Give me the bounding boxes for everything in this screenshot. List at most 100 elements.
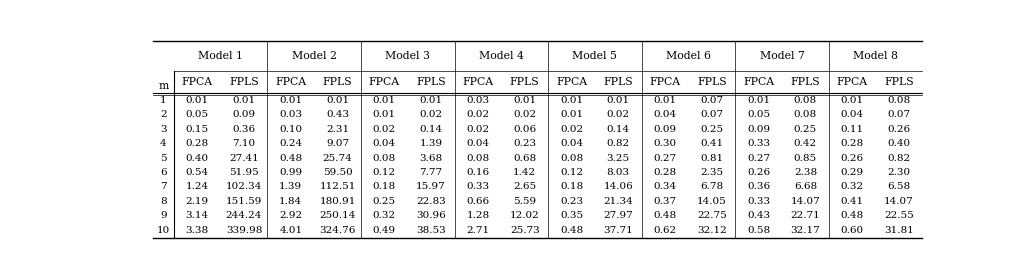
Text: 324.76: 324.76 <box>319 226 356 235</box>
Text: 0.26: 0.26 <box>841 153 864 162</box>
Text: 0.01: 0.01 <box>747 96 770 105</box>
Text: 0.48: 0.48 <box>280 153 302 162</box>
Text: 2.19: 2.19 <box>186 197 208 206</box>
Text: 1.84: 1.84 <box>280 197 302 206</box>
Text: 2: 2 <box>160 110 167 119</box>
Text: Model 5: Model 5 <box>573 51 617 61</box>
Text: 112.51: 112.51 <box>319 182 356 192</box>
Text: 9.07: 9.07 <box>326 139 349 148</box>
Text: FPCA: FPCA <box>276 77 307 87</box>
Text: FPLS: FPLS <box>323 77 352 87</box>
Text: 0.48: 0.48 <box>560 226 583 235</box>
Text: 1.39: 1.39 <box>420 139 443 148</box>
Text: 0.27: 0.27 <box>653 153 677 162</box>
Text: 1.39: 1.39 <box>280 182 302 192</box>
Text: 0.01: 0.01 <box>326 96 349 105</box>
Text: 0.34: 0.34 <box>653 182 677 192</box>
Text: 7.10: 7.10 <box>232 139 256 148</box>
Text: 0.25: 0.25 <box>701 125 723 134</box>
Text: 32.17: 32.17 <box>791 226 820 235</box>
Text: 0.24: 0.24 <box>280 139 302 148</box>
Text: 0.04: 0.04 <box>373 139 396 148</box>
Text: 6.68: 6.68 <box>794 182 817 192</box>
Text: 1.24: 1.24 <box>186 182 208 192</box>
Text: 22.71: 22.71 <box>791 211 820 220</box>
Text: 0.26: 0.26 <box>747 168 770 177</box>
Text: 6.78: 6.78 <box>701 182 723 192</box>
Text: 0.09: 0.09 <box>653 125 677 134</box>
Text: 0.40: 0.40 <box>186 153 208 162</box>
Text: 37.71: 37.71 <box>604 226 634 235</box>
Text: 0.29: 0.29 <box>841 168 864 177</box>
Text: 27.97: 27.97 <box>604 211 634 220</box>
Text: 22.55: 22.55 <box>884 211 914 220</box>
Text: 14.07: 14.07 <box>791 197 820 206</box>
Text: 0.82: 0.82 <box>607 139 630 148</box>
Text: m: m <box>158 81 168 91</box>
Text: 31.81: 31.81 <box>884 226 914 235</box>
Text: 0.01: 0.01 <box>560 110 583 119</box>
Text: 0.41: 0.41 <box>841 197 864 206</box>
Text: 0.18: 0.18 <box>560 182 583 192</box>
Text: 0.02: 0.02 <box>466 110 489 119</box>
Text: FPLS: FPLS <box>229 77 259 87</box>
Text: 2.38: 2.38 <box>794 168 817 177</box>
Text: 0.08: 0.08 <box>373 153 396 162</box>
Text: 0.42: 0.42 <box>794 139 817 148</box>
Text: 0.48: 0.48 <box>841 211 864 220</box>
Text: 25.74: 25.74 <box>323 153 352 162</box>
Text: 0.02: 0.02 <box>560 125 583 134</box>
Text: 0.49: 0.49 <box>373 226 396 235</box>
Text: 0.82: 0.82 <box>888 153 910 162</box>
Text: 0.81: 0.81 <box>701 153 723 162</box>
Text: 0.25: 0.25 <box>794 125 817 134</box>
Text: 7.77: 7.77 <box>420 168 443 177</box>
Text: 0.32: 0.32 <box>373 211 396 220</box>
Text: 0.01: 0.01 <box>373 110 396 119</box>
Text: 2.92: 2.92 <box>280 211 302 220</box>
Text: 2.65: 2.65 <box>513 182 537 192</box>
Text: 0.01: 0.01 <box>607 96 630 105</box>
Text: 1.42: 1.42 <box>513 168 537 177</box>
Text: FPLS: FPLS <box>510 77 540 87</box>
Text: 8.03: 8.03 <box>607 168 630 177</box>
Text: 0.02: 0.02 <box>373 125 396 134</box>
Text: FPLS: FPLS <box>416 77 446 87</box>
Text: 0.01: 0.01 <box>280 96 302 105</box>
Text: 0.03: 0.03 <box>466 96 489 105</box>
Text: 30.96: 30.96 <box>416 211 446 220</box>
Text: 339.98: 339.98 <box>226 226 262 235</box>
Text: 0.12: 0.12 <box>560 168 583 177</box>
Text: 0.04: 0.04 <box>560 139 583 148</box>
Text: 151.59: 151.59 <box>226 197 262 206</box>
Text: 3.25: 3.25 <box>607 153 630 162</box>
Text: 0.33: 0.33 <box>466 182 489 192</box>
Text: 0.40: 0.40 <box>888 139 910 148</box>
Text: 0.14: 0.14 <box>420 125 443 134</box>
Text: 0.54: 0.54 <box>186 168 208 177</box>
Text: 6: 6 <box>160 168 167 177</box>
Text: 0.66: 0.66 <box>466 197 489 206</box>
Text: 38.53: 38.53 <box>416 226 446 235</box>
Text: 22.83: 22.83 <box>416 197 446 206</box>
Text: 0.28: 0.28 <box>186 139 208 148</box>
Text: 1: 1 <box>160 96 167 105</box>
Text: 0.27: 0.27 <box>747 153 770 162</box>
Text: 0.18: 0.18 <box>373 182 396 192</box>
Text: 0.04: 0.04 <box>841 110 864 119</box>
Text: 15.97: 15.97 <box>416 182 446 192</box>
Text: 0.30: 0.30 <box>653 139 677 148</box>
Text: 8: 8 <box>160 197 167 206</box>
Text: 244.24: 244.24 <box>226 211 262 220</box>
Text: 1.28: 1.28 <box>466 211 489 220</box>
Text: 0.28: 0.28 <box>841 139 864 148</box>
Text: 0.37: 0.37 <box>653 197 677 206</box>
Text: 14.05: 14.05 <box>697 197 727 206</box>
Text: 0.08: 0.08 <box>888 96 910 105</box>
Text: 0.07: 0.07 <box>701 110 723 119</box>
Text: 0.01: 0.01 <box>841 96 864 105</box>
Text: 4.01: 4.01 <box>280 226 302 235</box>
Text: 0.10: 0.10 <box>280 125 302 134</box>
Text: 0.33: 0.33 <box>747 197 770 206</box>
Text: FPLS: FPLS <box>604 77 633 87</box>
